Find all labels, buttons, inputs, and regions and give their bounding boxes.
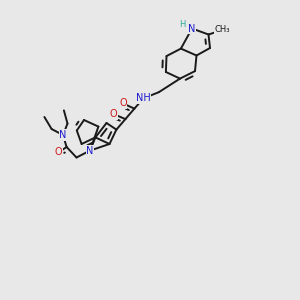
- Text: CH₃: CH₃: [215, 26, 230, 34]
- Text: NH: NH: [136, 93, 151, 103]
- Text: H: H: [179, 20, 186, 29]
- Text: O: O: [110, 109, 117, 119]
- Text: N: N: [86, 146, 94, 156]
- Text: O: O: [55, 147, 62, 158]
- Text: O: O: [119, 98, 127, 109]
- Text: N: N: [188, 23, 196, 34]
- Text: N: N: [59, 130, 67, 140]
